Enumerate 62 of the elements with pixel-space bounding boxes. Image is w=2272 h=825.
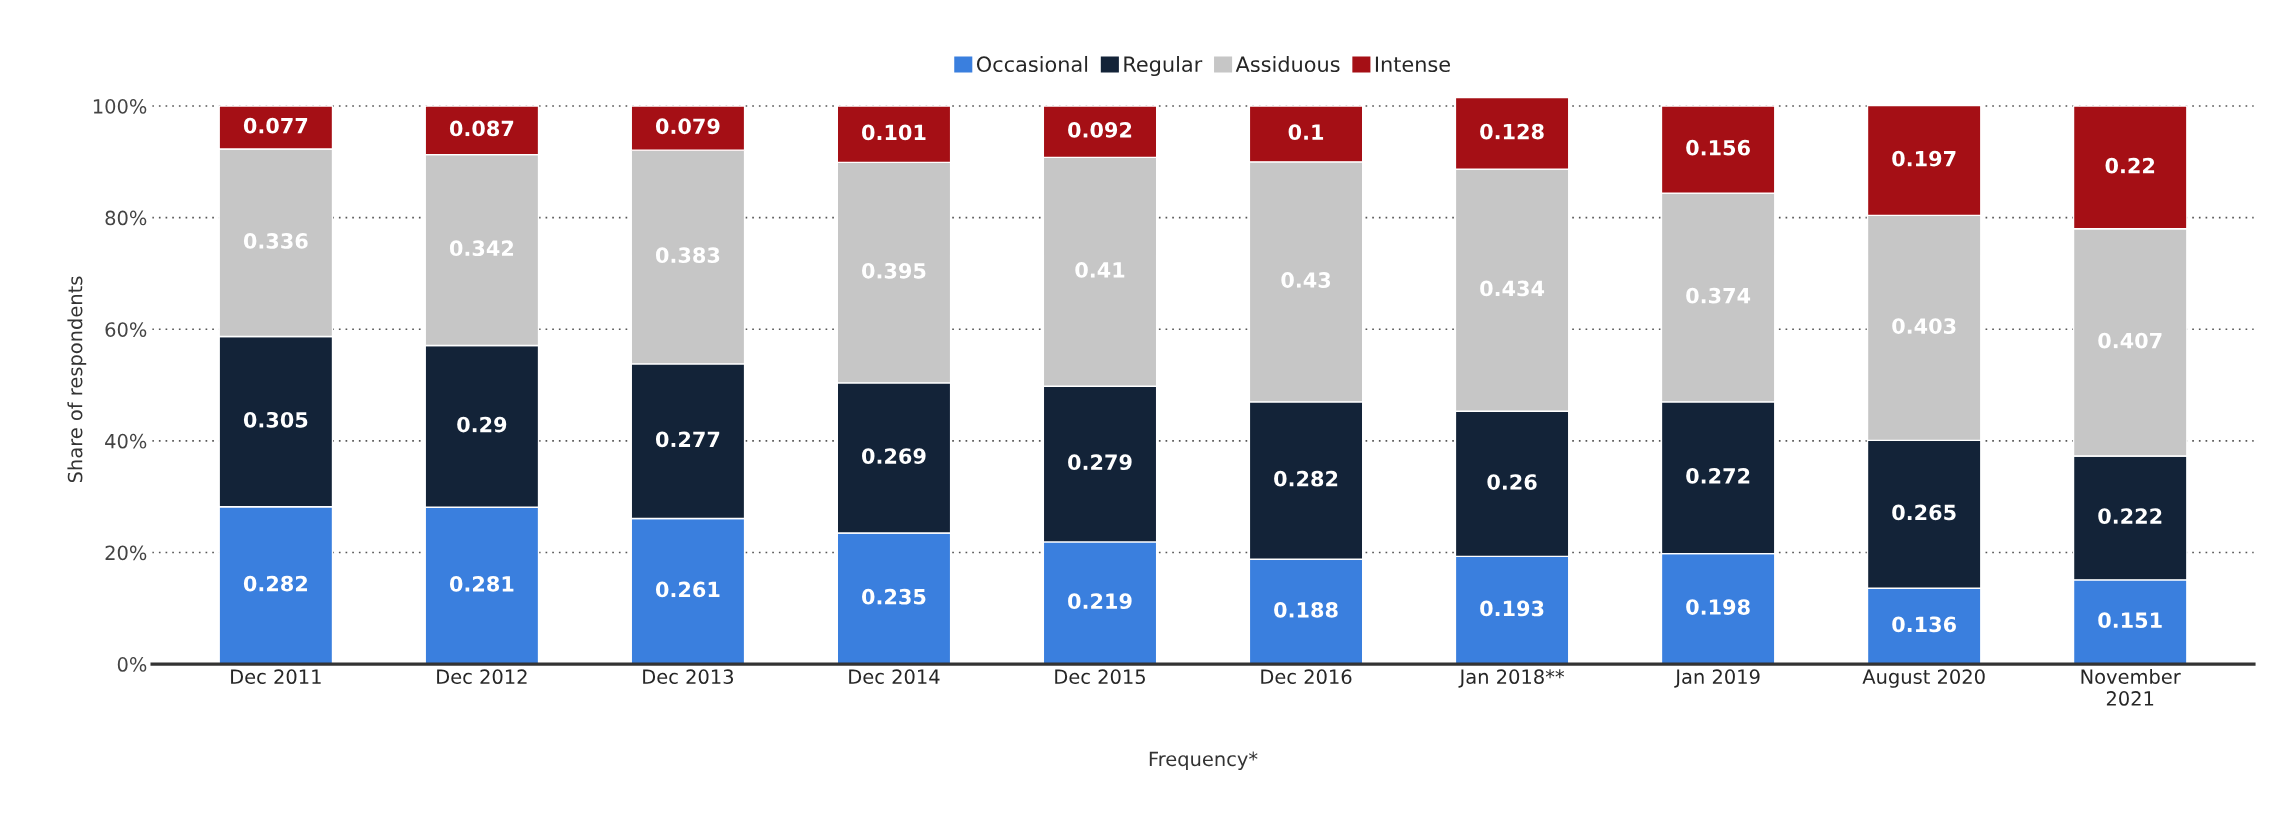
data-label: 0.374 — [1686, 287, 1751, 304]
data-label: 0.128 — [1480, 123, 1544, 140]
y-tick-label: 20% — [105, 545, 147, 561]
data-label: 0.087 — [449, 120, 514, 137]
data-label: 0.1 — [1288, 124, 1324, 140]
legend-label: Regular — [1124, 55, 1203, 77]
data-label: 0.26 — [1487, 474, 1537, 490]
data-label: 0.219 — [1068, 593, 1132, 610]
data-label: 0.305 — [243, 411, 308, 428]
data-label: 0.29 — [457, 416, 507, 433]
y-tick-label: 40% — [105, 433, 147, 449]
data-label: 0.282 — [1274, 470, 1338, 487]
data-label: 0.151 — [2098, 612, 2162, 629]
data-label: 0.156 — [1686, 139, 1750, 156]
x-tick-label: Dec 2015 — [1055, 669, 1145, 685]
data-label: 0.136 — [1892, 616, 1956, 633]
y-tick-label: 0% — [117, 657, 147, 672]
data-label: 0.407 — [2098, 332, 2162, 349]
x-tick-label: November 2021 — [2081, 668, 2181, 706]
y-tick-label: 80% — [105, 210, 147, 226]
data-label: 0.43 — [1281, 272, 1331, 288]
data-label: 0.342 — [449, 240, 514, 257]
data-label: 0.222 — [2098, 508, 2162, 524]
x-tick-label: August 2020 — [1862, 669, 1985, 688]
data-label: 0.279 — [1068, 454, 1132, 471]
data-label: 0.261 — [655, 581, 720, 598]
data-label: 0.403 — [1892, 318, 1956, 334]
x-tick-label: Dec 2011 — [231, 669, 321, 685]
data-label: 0.079 — [655, 118, 720, 135]
data-label: 0.395 — [862, 262, 926, 279]
y-tick-label: 60% — [105, 322, 147, 337]
x-tick-label: Jan 2018** — [1458, 669, 1565, 688]
data-label: 0.193 — [1480, 600, 1544, 617]
data-label: 0.265 — [1892, 504, 1956, 521]
data-label: 0.383 — [655, 247, 720, 264]
x-axis-title: Frequency* — [1149, 751, 1258, 771]
data-label: 0.434 — [1480, 280, 1545, 297]
x-tick-label: Jan 2019 — [1674, 669, 1760, 688]
x-tick-label: Dec 2013 — [643, 669, 734, 685]
data-label: 0.22 — [2105, 157, 2155, 174]
data-label: 0.281 — [449, 576, 514, 592]
legend-label: Occasional — [976, 55, 1088, 73]
y-axis-title: Share of respondents — [67, 276, 87, 483]
data-label: 0.235 — [862, 588, 926, 605]
data-label: 0.277 — [655, 431, 720, 448]
data-label: 0.336 — [243, 233, 308, 249]
data-label: 0.188 — [1274, 601, 1338, 618]
legend-label: Intense — [1375, 56, 1450, 73]
data-label: 0.092 — [1068, 122, 1132, 138]
data-label: 0.269 — [862, 448, 926, 464]
data-label: 0.101 — [862, 124, 926, 141]
legend-label: Assiduous — [1235, 55, 1340, 73]
data-label: 0.077 — [243, 117, 308, 134]
x-tick-label: Dec 2014 — [849, 669, 940, 685]
x-tick-label: Dec 2012 — [437, 669, 527, 685]
data-label: 0.282 — [243, 575, 307, 592]
y-tick-label: 100% — [93, 98, 147, 114]
data-label: 0.198 — [1686, 599, 1750, 615]
data-label: 0.41 — [1075, 262, 1125, 278]
x-tick-label: Dec 2016 — [1261, 669, 1352, 685]
data-label: 0.197 — [1892, 150, 1956, 167]
data-label: 0.272 — [1686, 468, 1750, 484]
